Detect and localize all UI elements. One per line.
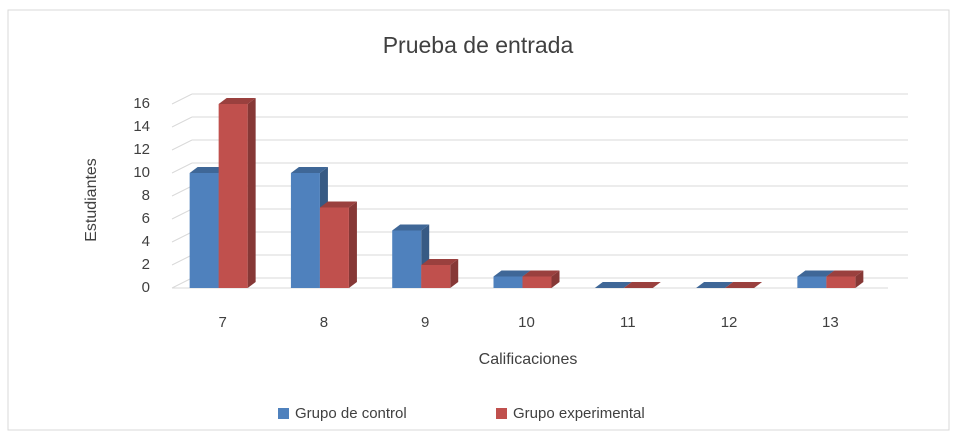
grid-line-side [171, 162, 193, 174]
x-tick-label: 11 [620, 314, 636, 331]
grid-line-side [171, 93, 193, 105]
bar-side [551, 270, 560, 288]
bar-top [189, 167, 227, 173]
x-tick-label: 9 [421, 314, 429, 331]
y-tick-label: 12 [133, 141, 150, 158]
bar-side [348, 201, 357, 288]
x-tick-label: 10 [518, 314, 535, 331]
bar [421, 265, 451, 288]
x-tick-label: 13 [822, 314, 839, 331]
bar-top [696, 282, 734, 288]
bar [319, 207, 349, 288]
bar-top [826, 270, 864, 277]
bar-side [247, 98, 256, 288]
bar [493, 276, 523, 288]
y-tick-label: 10 [133, 164, 150, 181]
y-axis-label: Estudiantes [83, 158, 100, 242]
y-tick-label: 8 [142, 187, 150, 204]
bar-side [450, 259, 459, 288]
grid-line-side [171, 139, 193, 151]
bar-top [218, 98, 256, 104]
chart-border [7, 9, 950, 431]
bar [189, 173, 219, 288]
y-tick-label: 0 [142, 279, 150, 296]
bar-top [493, 270, 531, 277]
bar-top [797, 270, 835, 277]
grid-line-side [171, 185, 193, 197]
y-tick-label: 6 [142, 210, 150, 227]
bar-top [725, 282, 763, 288]
y-tick-label: 14 [133, 118, 150, 135]
x-axis-label: Calificaciones [479, 351, 578, 368]
y-tick-label: 16 [133, 95, 150, 112]
bar-top [522, 270, 560, 277]
grid-line-side [171, 116, 193, 128]
bar-top [290, 167, 328, 173]
legend-label: Grupo de control [295, 405, 407, 422]
bar [290, 173, 320, 288]
legend-label: Grupo experimental [513, 405, 645, 422]
bar-top [421, 259, 459, 265]
bar [218, 104, 248, 288]
x-tick-label: 8 [320, 314, 328, 331]
bar-top [594, 282, 632, 288]
grid-line-side [171, 254, 193, 266]
grid-line-side [171, 277, 193, 289]
y-tick-label: 4 [142, 233, 150, 250]
legend-swatch [278, 408, 289, 419]
x-tick-label: 12 [721, 314, 738, 331]
legend-swatch [496, 408, 507, 419]
bar [797, 276, 827, 288]
grid-line-side [171, 231, 193, 243]
bar-side [855, 270, 864, 288]
grid-line-side [171, 208, 193, 220]
bar-top [392, 224, 430, 231]
bar [826, 276, 856, 288]
bar-top [623, 282, 661, 288]
bar-top [319, 201, 357, 208]
bar [522, 276, 552, 288]
y-tick-label: 2 [142, 256, 150, 273]
chart-title: Prueba de entrada [383, 32, 574, 58]
x-tick-label: 7 [218, 314, 226, 331]
bar [392, 230, 422, 288]
